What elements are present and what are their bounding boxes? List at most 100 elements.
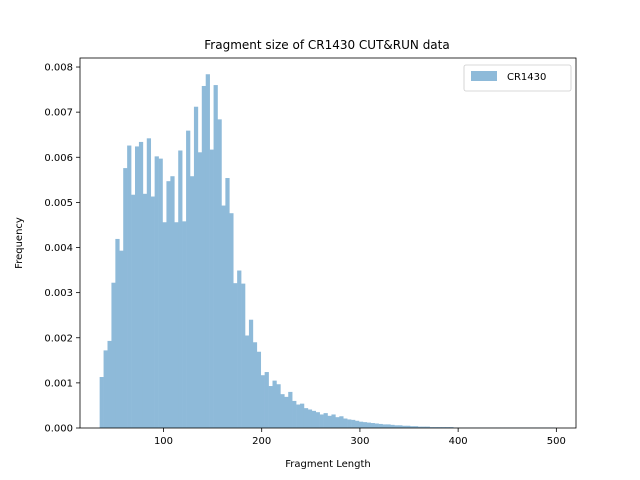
histogram-bar <box>197 152 203 428</box>
chart-title: Fragment size of CR1430 CUT&RUN data <box>204 38 449 52</box>
histogram-bar <box>437 427 442 428</box>
histogram-bar <box>111 282 116 428</box>
y-axis-label: Frequency <box>14 217 25 269</box>
histogram-bar <box>272 380 277 428</box>
histogram-bar <box>449 427 454 428</box>
histogram-bar <box>276 384 281 428</box>
histogram-bar <box>158 158 163 428</box>
x-axis-ticks: 100 200 300 400 500 <box>154 428 566 447</box>
histogram-bar <box>241 283 246 428</box>
histogram-bar <box>182 221 187 428</box>
histogram-bar <box>123 168 128 428</box>
histogram-bar <box>221 205 226 428</box>
legend-swatch-cr1430 <box>471 71 497 81</box>
histogram-bar <box>135 146 140 428</box>
histogram-bar <box>296 404 301 428</box>
y-axis-ticks: 0.000 0.001 0.002 0.003 0.004 0.005 0.006 0.007… <box>44 63 80 435</box>
histogram-bar <box>138 141 144 429</box>
histogram-bar <box>209 149 214 428</box>
histogram-bars <box>99 74 556 429</box>
x-tick-label: 500 <box>547 436 566 447</box>
histogram-bar <box>429 427 434 428</box>
histogram-bar <box>252 342 258 428</box>
y-tick-label: 0.005 <box>44 198 73 209</box>
x-tick-label: 400 <box>449 436 468 447</box>
histogram-bar <box>425 426 430 428</box>
y-tick-label: 0.007 <box>44 108 73 119</box>
histogram-bar <box>366 422 372 428</box>
y-tick-label: 0.004 <box>44 243 73 254</box>
histogram-bar <box>103 350 108 428</box>
histogram-bar <box>331 414 336 428</box>
histogram-bar <box>142 193 148 428</box>
histogram-bar <box>323 413 328 428</box>
histogram-bar <box>213 85 218 428</box>
histogram-bar <box>131 194 136 428</box>
y-tick-label: 0.006 <box>44 153 73 164</box>
histogram-bar <box>225 178 230 428</box>
plot-frame <box>79 57 577 429</box>
histogram-bar <box>268 386 273 428</box>
histogram-bar <box>237 270 242 428</box>
histogram-bar <box>178 150 183 428</box>
x-tick-label: 100 <box>154 436 173 447</box>
histogram-bar <box>311 410 317 428</box>
histogram-bar <box>410 426 415 428</box>
histogram-bar <box>315 412 320 428</box>
histogram-bar <box>217 119 222 429</box>
histogram-bar <box>362 422 368 428</box>
histogram-bar <box>307 409 313 428</box>
histogram-bar <box>260 375 265 428</box>
x-tick-label: 300 <box>350 436 369 447</box>
histogram-bar <box>229 213 234 428</box>
histogram-bar <box>166 181 171 428</box>
histogram-bar <box>174 222 179 428</box>
histogram-bar <box>327 415 332 428</box>
histogram-bar <box>170 176 175 428</box>
histogram-bar <box>417 426 423 428</box>
histogram-bar <box>370 423 375 428</box>
histogram-bar <box>358 421 364 428</box>
y-tick-label: 0.003 <box>44 288 73 299</box>
histogram-bar <box>319 414 324 428</box>
histogram-bar <box>233 283 238 428</box>
histogram-bar <box>201 85 207 428</box>
histogram-bar <box>413 426 419 428</box>
x-tick-label: 200 <box>252 436 271 447</box>
histogram-bar <box>441 427 446 428</box>
histogram-bar <box>292 400 297 428</box>
histogram-bar <box>382 424 387 428</box>
histogram-bar <box>433 427 438 428</box>
histogram-bar <box>146 138 152 428</box>
histogram-bar <box>190 176 195 428</box>
histogram-bar <box>374 423 379 428</box>
histogram-bar <box>284 396 289 428</box>
histogram-bar <box>394 425 399 428</box>
histogram-bar <box>445 427 450 428</box>
y-tick-label: 0.008 <box>44 63 73 74</box>
histogram-bar <box>245 335 250 428</box>
histogram-bar <box>335 417 340 428</box>
histogram-bar <box>339 416 344 428</box>
histogram-bar <box>99 377 104 428</box>
histogram-bar <box>186 130 191 428</box>
histogram-bar <box>150 196 155 428</box>
histogram-bar <box>264 372 269 428</box>
histogram-bar <box>162 222 167 428</box>
histogram-bar <box>390 424 395 428</box>
y-tick-label: 0.002 <box>44 333 73 344</box>
histogram-bar <box>421 426 427 428</box>
histogram-bar <box>351 419 356 428</box>
histogram-bar <box>386 424 391 428</box>
histogram-bar <box>402 425 407 428</box>
histogram-bar <box>347 419 352 428</box>
y-tick-label: 0.001 <box>44 378 73 389</box>
histogram-bar <box>154 156 159 429</box>
histogram-bar <box>406 425 411 428</box>
histogram-bar <box>115 238 120 428</box>
histogram-bar <box>355 420 360 428</box>
legend: CR1430 <box>463 64 572 92</box>
x-axis-label: Fragment Length <box>285 459 370 470</box>
histogram-bar <box>288 391 293 428</box>
